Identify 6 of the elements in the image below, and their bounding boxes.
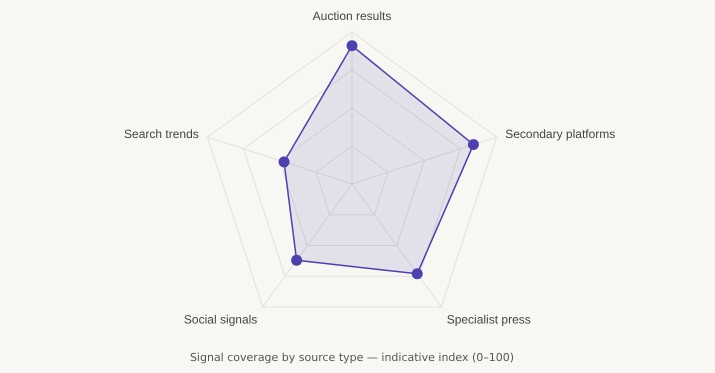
spoke-label: Secondary platforms (505, 127, 616, 142)
spoke-label: Auction results (312, 8, 392, 23)
spoke-label: Search trends (124, 127, 199, 142)
spoke-label: Specialist press (446, 312, 531, 326)
spoke-label: Social signals (184, 312, 258, 326)
text: Signal coverage by source type — indicative index (0–100) (190, 351, 514, 364)
